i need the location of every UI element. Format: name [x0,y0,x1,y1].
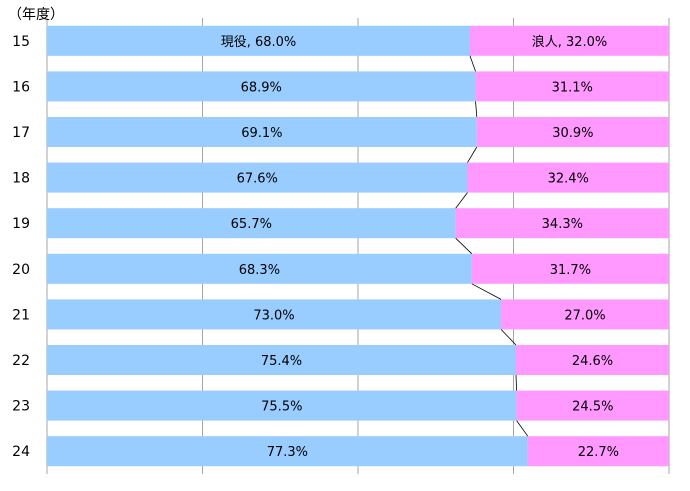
category-label-19: 19 [12,216,30,232]
bar-ronin-20 [471,253,669,284]
bar-ronin-22 [515,345,669,375]
category-label-21: 21 [12,307,30,323]
series-line-22 [515,374,518,391]
data-label-current-22: 75.4% [261,354,302,369]
bar-current-15 [47,25,470,56]
bar-current-22 [47,345,516,375]
category-label-23: 23 [12,399,30,415]
bar-current-18 [47,162,468,193]
bar-ronin-16 [475,71,669,102]
category-label-17: 17 [12,125,30,141]
data-label-current-15: 現役, 68.0% [221,35,297,50]
bar-ronin-19 [455,208,669,239]
bar-ronin-18 [467,162,669,193]
bar-ronin-23 [516,390,669,421]
data-label-ronin-18: 32.4% [548,172,589,187]
data-label-current-20: 68.3% [239,263,280,278]
bar-current-23 [47,390,517,421]
category-label-18: 18 [12,171,30,187]
series-line-17 [467,146,478,163]
bar-ronin-17 [476,117,669,147]
data-label-ronin-21: 27.0% [564,308,605,323]
bar-current-21 [47,299,502,330]
data-label-current-16: 68.9% [241,80,282,95]
series-line-18 [455,192,468,209]
bar-current-24 [47,436,528,467]
data-label-current-17: 69.1% [241,126,282,141]
bar-current-20 [47,253,472,284]
data-label-ronin-23: 24.5% [572,400,613,415]
data-label-current-23: 75.5% [261,400,302,415]
series-line-15 [469,55,476,72]
data-label-ronin-24: 22.7% [578,445,619,460]
series-line-23 [516,420,529,437]
year-axis-unit-label: （年度） [8,7,64,23]
series-line-16 [475,101,478,118]
data-label-current-19: 65.7% [231,217,272,232]
bar-current-19 [47,208,456,239]
data-label-current-21: 73.0% [253,308,294,323]
data-label-ronin-22: 24.6% [572,354,613,369]
data-label-ronin-20: 31.7% [550,263,591,278]
data-label-current-18: 67.6% [237,172,278,187]
category-label-22: 22 [12,353,30,369]
series-line-20 [471,283,502,300]
data-label-ronin-17: 30.9% [552,126,593,141]
category-label-20: 20 [12,262,30,278]
data-label-ronin-19: 34.3% [542,217,583,232]
bar-current-17 [47,117,477,147]
bar-ronin-21 [501,299,669,330]
data-label-current-24: 77.3% [267,445,308,460]
series-line-21 [500,329,517,346]
series-line-19 [455,237,473,255]
category-label-24: 24 [12,444,30,460]
bar-ronin-15 [469,25,669,56]
bar-ronin-24 [527,436,669,467]
bar-current-16 [47,71,476,102]
category-label-16: 16 [12,79,30,95]
data-label-ronin-16: 31.1% [552,80,593,95]
category-label-15: 15 [12,34,30,50]
data-label-ronin-15: 浪人, 32.0% [532,35,608,50]
